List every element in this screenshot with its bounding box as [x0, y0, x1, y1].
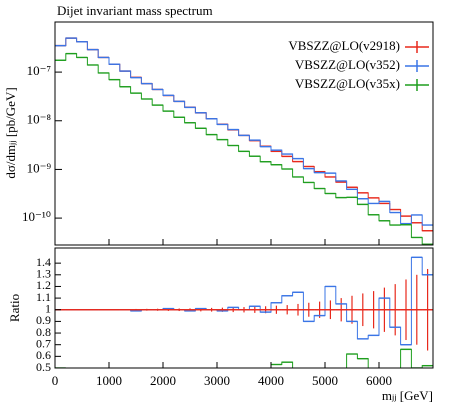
histogram-outline	[55, 256, 433, 346]
x-tick-label: 1000	[96, 373, 122, 388]
ratio-plot	[55, 256, 433, 368]
legend-label: VBSZZ@LO(v352)	[295, 57, 400, 72]
legend-label: VBSZZ@LO(v35x)	[295, 76, 400, 91]
ratio-y-tick-label: 0.9	[36, 313, 51, 327]
ratio-y-tick-label: 1	[45, 301, 51, 315]
chart-title: Dijet invariant mass spectrum	[57, 3, 213, 18]
main-frame	[54, 21, 434, 246]
x-tick-label: 2000	[150, 373, 176, 388]
y-tick-label: 10⁻⁹	[27, 160, 52, 175]
ratio-y-tick-label: 0.5	[36, 360, 51, 374]
ratio-y-tick-label: 1.1	[36, 290, 51, 304]
axes: 0 1000 2000 3000 4000 5000 6000 10⁻⁷ 10⁻⁸ 10⁻⁹ 10⁻…	[22, 38, 429, 388]
x-tick-label: 4000	[258, 373, 284, 388]
x-tick-label: 0	[52, 373, 59, 388]
x-tick-label: 3000	[204, 373, 230, 388]
y-tick-label: 10⁻¹⁰	[22, 209, 51, 224]
x-axis-label: mⱼⱼ [GeV]	[382, 388, 433, 403]
x-tick-label: 6000	[366, 373, 392, 388]
ratio-y-tick-label: 0.7	[36, 336, 51, 350]
y-tick-label: 10⁻⁷	[27, 63, 51, 78]
legend-label: VBSZZ@LO(v2918)	[288, 38, 400, 53]
ratio-y-tick-label: 0.8	[36, 325, 51, 339]
y-tick-label: 10⁻⁸	[27, 112, 52, 127]
histogram-outline	[55, 53, 433, 245]
y-axis-label: dσ/dmⱼⱼ [pb/GeV]	[3, 87, 18, 178]
main-plot	[55, 37, 433, 245]
histogram-outline	[55, 37, 433, 226]
ratio-y-tick-label: 1.3	[36, 267, 51, 281]
x-tick-label: 5000	[312, 373, 338, 388]
ratio-y-tick-label: 1.4	[36, 255, 51, 269]
ratio-frame	[54, 247, 434, 369]
ratio-axis-label: Ratio	[7, 294, 22, 322]
ratio-y-tick-label: 1.2	[36, 278, 51, 292]
histogram-outline	[55, 348, 433, 368]
ratio-y-tick-label: 0.6	[36, 348, 51, 362]
